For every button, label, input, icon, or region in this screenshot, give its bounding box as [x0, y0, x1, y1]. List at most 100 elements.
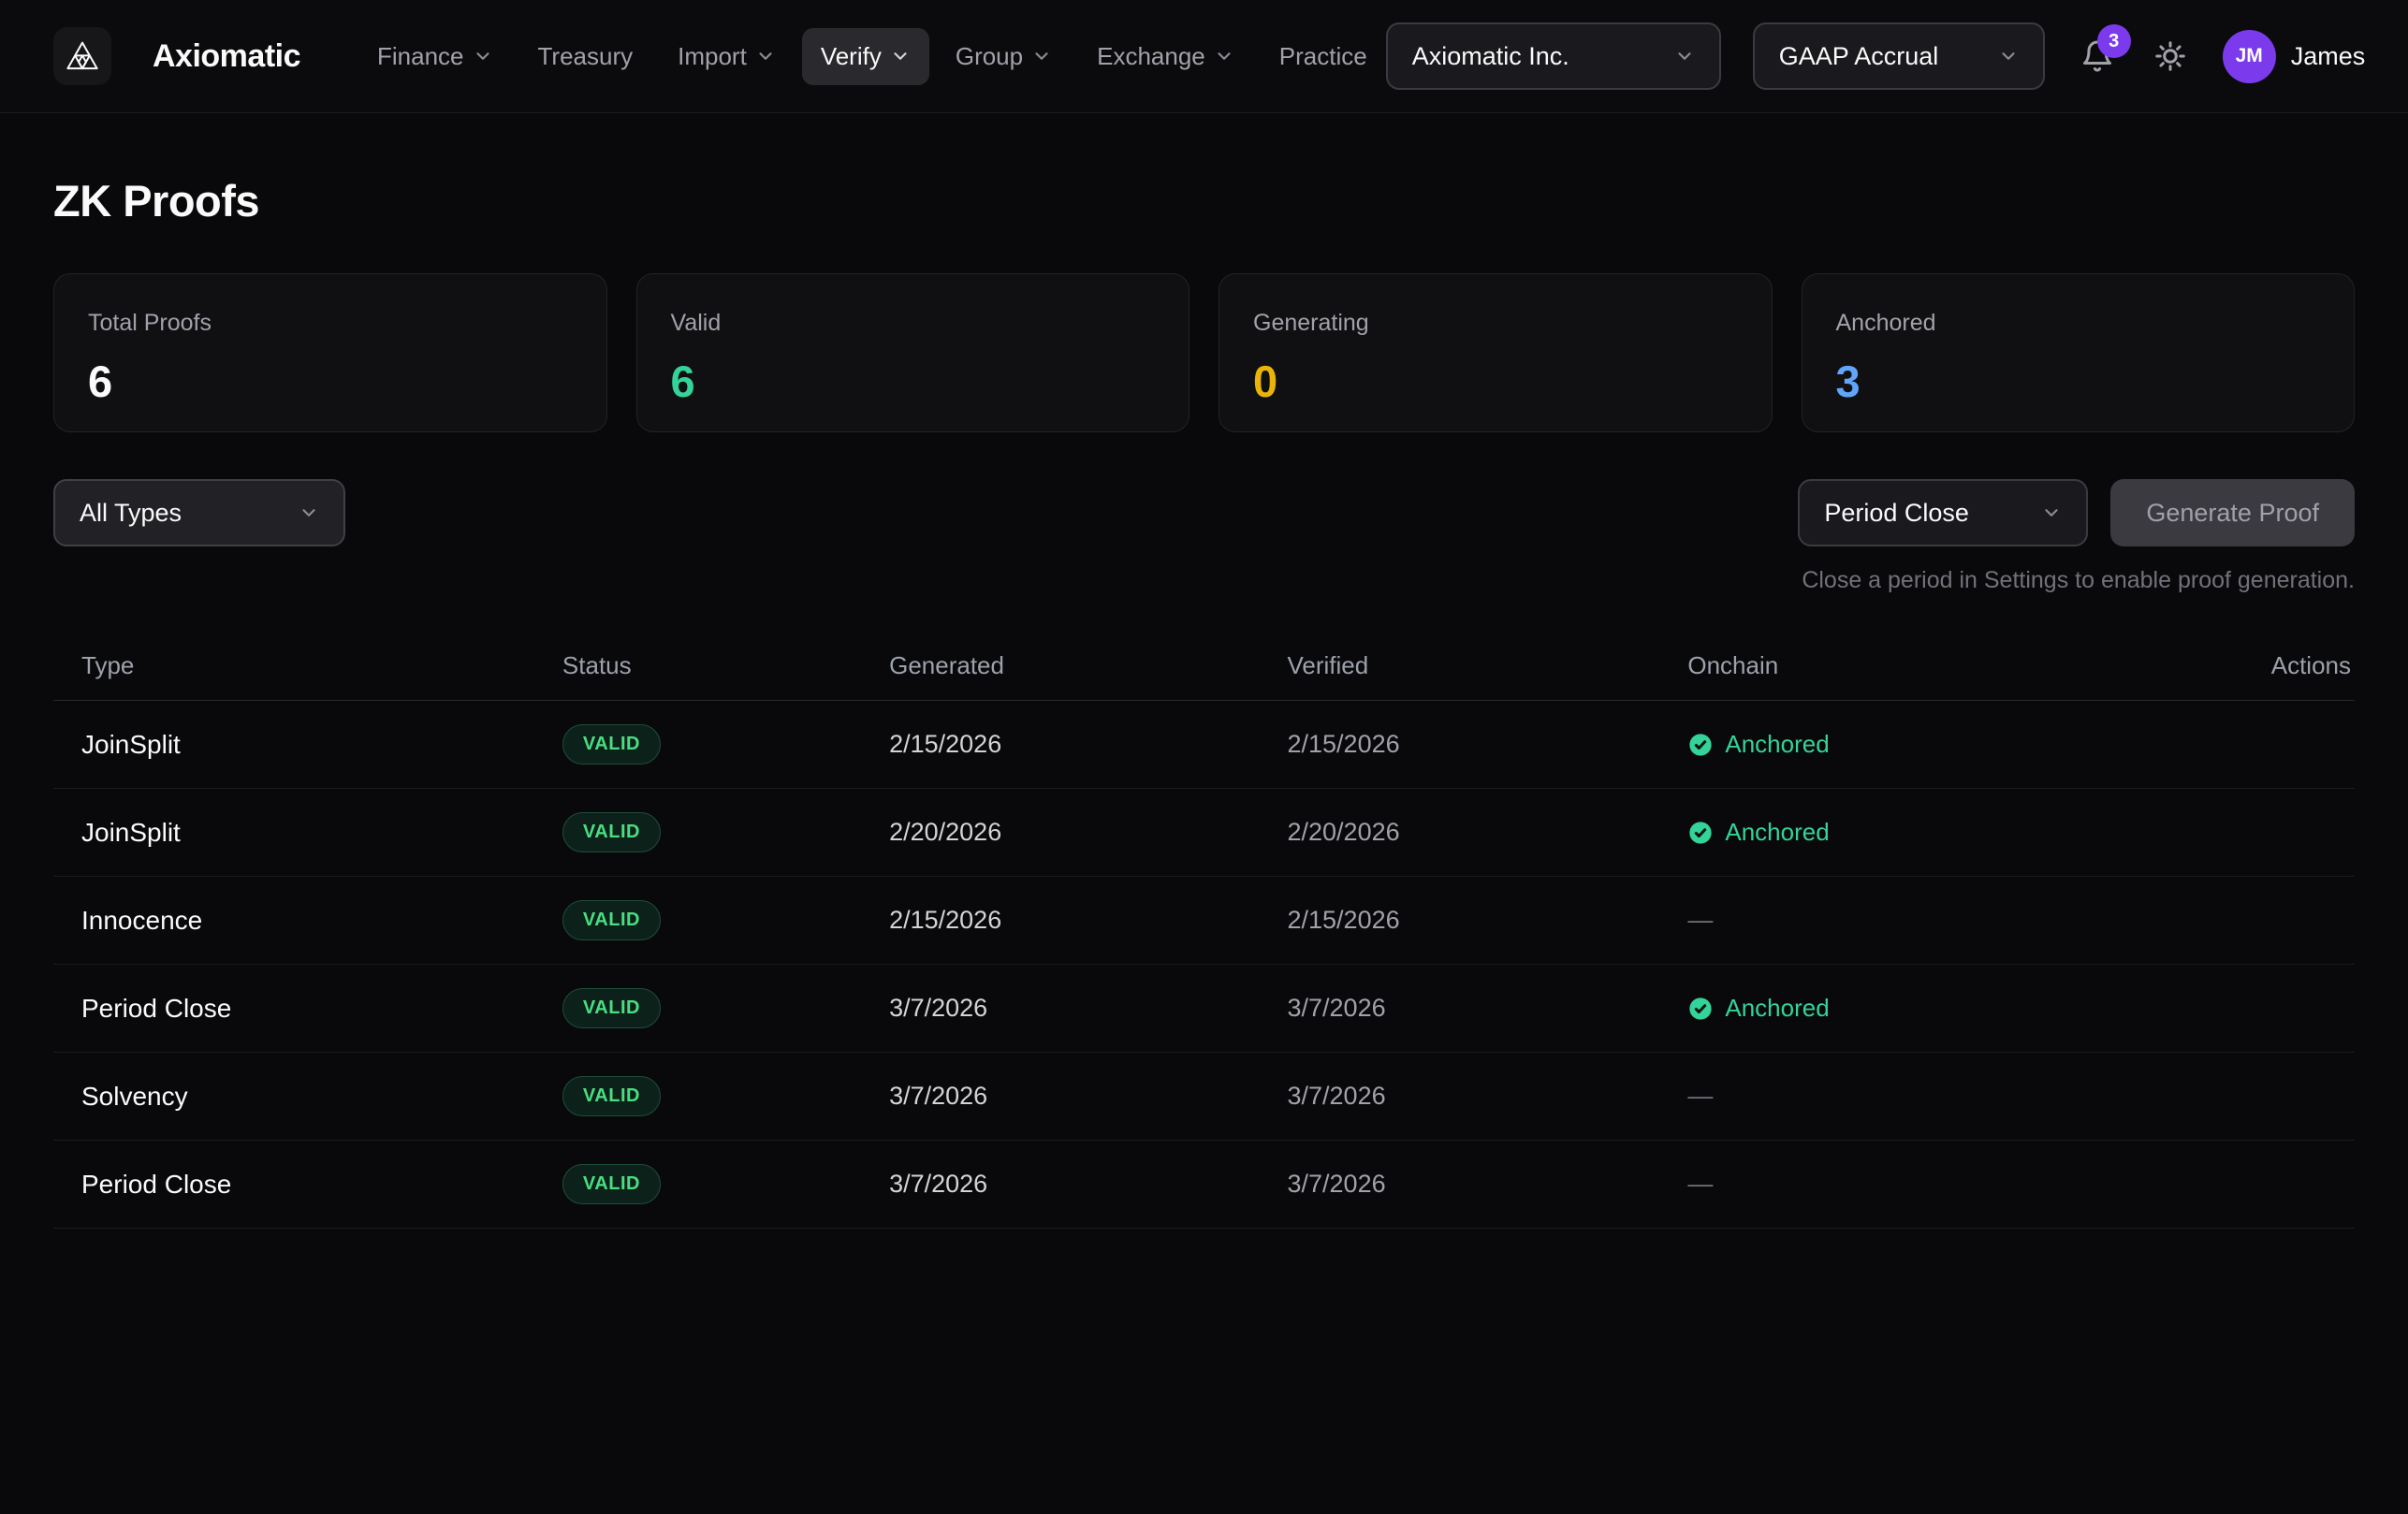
accounting-basis-select[interactable]: GAAP Accrual — [1753, 22, 2045, 90]
proof-type-cell: JoinSplit — [53, 818, 534, 848]
avatar: JM — [2223, 30, 2276, 83]
theme-toggle-button[interactable] — [2150, 36, 2191, 77]
generated-date-cell: 2/20/2026 — [861, 818, 1259, 847]
column-header-generated: Generated — [861, 651, 1259, 680]
table-row[interactable]: Period CloseVALID3/7/20263/7/2026— — [53, 1141, 2355, 1229]
valid-status-badge: VALID — [562, 1164, 661, 1204]
valid-status-badge: VALID — [562, 724, 661, 764]
valid-status-badge: VALID — [562, 988, 661, 1028]
nav-item-label: Treasury — [538, 42, 634, 71]
column-header-onchain: Onchain — [1659, 651, 2035, 680]
onchain-anchored-status: Anchored — [1687, 730, 2035, 759]
check-circle-icon — [1687, 820, 1714, 846]
onchain-anchored-label: Anchored — [1725, 818, 1829, 847]
proof-type-select[interactable]: Period Close — [1798, 479, 2088, 546]
chevron-down-icon — [1214, 46, 1234, 66]
nav-item-label: Group — [956, 42, 1023, 71]
status-cell: VALID — [534, 1164, 861, 1204]
main-content: ZK Proofs Total Proofs6Valid6Generating0… — [0, 175, 2408, 1229]
stat-label: Valid — [671, 310, 1156, 337]
app-logo[interactable] — [53, 27, 111, 85]
onchain-anchored-status: Anchored — [1687, 818, 2035, 847]
verified-date-cell: 2/15/2026 — [1260, 906, 1660, 935]
proof-type-cell: JoinSplit — [53, 730, 534, 760]
onchain-cell: Anchored — [1659, 818, 2035, 847]
chevron-down-icon — [890, 46, 911, 66]
onchain-empty: — — [1687, 906, 1713, 934]
column-header-verified: Verified — [1260, 651, 1660, 680]
status-cell: VALID — [534, 1076, 861, 1116]
valid-status-badge: VALID — [562, 812, 661, 852]
triangle-logo-icon — [64, 37, 101, 75]
onchain-empty: — — [1687, 1082, 1713, 1110]
nav-left: Axiomatic Finance Treasury Import Verify Gro… — [53, 27, 1386, 85]
table-row[interactable]: SolvencyVALID3/7/20263/7/2026— — [53, 1053, 2355, 1141]
generate-proof-button[interactable]: Generate Proof — [2110, 479, 2355, 546]
type-filter-select[interactable]: All Types — [53, 479, 345, 546]
onchain-cell: Anchored — [1659, 994, 2035, 1023]
stat-card-valid: Valid6 — [636, 273, 1190, 432]
chevron-down-icon — [299, 502, 319, 523]
nav-item-finance[interactable]: Finance — [358, 28, 512, 85]
verified-date-cell: 3/7/2026 — [1260, 1082, 1660, 1111]
column-header-type: Type — [53, 651, 534, 680]
verified-date-cell: 2/20/2026 — [1260, 818, 1660, 847]
proof-type-cell: Solvency — [53, 1082, 534, 1112]
chevron-down-icon — [2041, 502, 2062, 523]
nav-item-practice[interactable]: Practice — [1261, 28, 1386, 85]
table-body: JoinSplitVALID2/15/20262/15/2026Anchored… — [53, 701, 2355, 1229]
status-cell: VALID — [534, 900, 861, 940]
nav-item-label: Exchange — [1097, 42, 1205, 71]
table-header-row: TypeStatusGeneratedVerifiedOnchainAction… — [53, 632, 2355, 701]
user-menu[interactable]: JM James — [2223, 30, 2366, 83]
nav-item-exchange[interactable]: Exchange — [1078, 28, 1253, 85]
onchain-cell: — — [1659, 1082, 2035, 1111]
nav-item-import[interactable]: Import — [659, 28, 795, 85]
nav-item-group[interactable]: Group — [937, 28, 1071, 85]
chevron-down-icon — [755, 46, 776, 66]
table-row[interactable]: Period CloseVALID3/7/20263/7/2026Anchore… — [53, 965, 2355, 1053]
top-navbar: Axiomatic Finance Treasury Import Verify Gro… — [0, 0, 2408, 113]
main-nav: Finance Treasury Import Verify Group Exchange… — [358, 28, 1386, 85]
nav-item-label: Verify — [821, 42, 882, 71]
generated-date-cell: 2/15/2026 — [861, 730, 1259, 759]
onchain-cell: — — [1659, 906, 2035, 935]
verified-date-cell: 3/7/2026 — [1260, 1170, 1660, 1199]
stat-label: Total Proofs — [88, 310, 573, 337]
table-row[interactable]: JoinSplit VALID 2/20/20262/20/2026 Anchored — [53, 789, 2355, 877]
stat-card-anchored: Anchored3 — [1802, 273, 2356, 432]
proof-type-value: Period Close — [1824, 499, 1969, 528]
sun-icon — [2153, 39, 2187, 73]
generate-controls: Period Close Generate Proof — [1798, 479, 2355, 546]
nav-item-label: Practice — [1279, 42, 1367, 71]
onchain-cell: — — [1659, 1170, 2035, 1199]
chevron-down-icon — [1998, 46, 2019, 66]
stats-row: Total Proofs6Valid6Generating0Anchored3 — [53, 273, 2355, 432]
column-header-status: Status — [534, 651, 861, 680]
nav-right: Axiomatic Inc. GAAP Accrual 3 JM James — [1386, 22, 2366, 90]
proofs-table: TypeStatusGeneratedVerifiedOnchainAction… — [53, 632, 2355, 1229]
entity-select[interactable]: Axiomatic Inc. — [1386, 22, 1721, 90]
table-row[interactable]: JoinSplit VALID 2/15/20262/15/2026 Anchored — [53, 701, 2355, 789]
chevron-down-icon — [1674, 46, 1695, 66]
brand-name: Axiomatic — [153, 38, 300, 75]
valid-status-badge: VALID — [562, 900, 661, 940]
nav-item-label: Import — [678, 42, 747, 71]
check-circle-icon — [1687, 732, 1714, 758]
accounting-basis-value: GAAP Accrual — [1779, 42, 1939, 71]
proof-type-cell: Period Close — [53, 1170, 534, 1200]
status-cell: VALID — [534, 988, 861, 1028]
status-cell: VALID — [534, 724, 861, 764]
onchain-anchored-status: Anchored — [1687, 994, 2035, 1023]
notifications-button[interactable]: 3 — [2077, 36, 2118, 77]
type-filter-value: All Types — [80, 499, 182, 528]
verified-date-cell: 2/15/2026 — [1260, 730, 1660, 759]
stat-value: 0 — [1253, 356, 1738, 407]
nav-item-verify[interactable]: Verify — [802, 28, 929, 85]
onchain-empty: — — [1687, 1170, 1713, 1198]
page-title: ZK Proofs — [53, 175, 2355, 226]
nav-item-treasury[interactable]: Treasury — [519, 28, 652, 85]
table-row[interactable]: InnocenceVALID2/15/20262/15/2026— — [53, 877, 2355, 965]
verified-date-cell: 3/7/2026 — [1260, 994, 1660, 1023]
valid-status-badge: VALID — [562, 1076, 661, 1116]
